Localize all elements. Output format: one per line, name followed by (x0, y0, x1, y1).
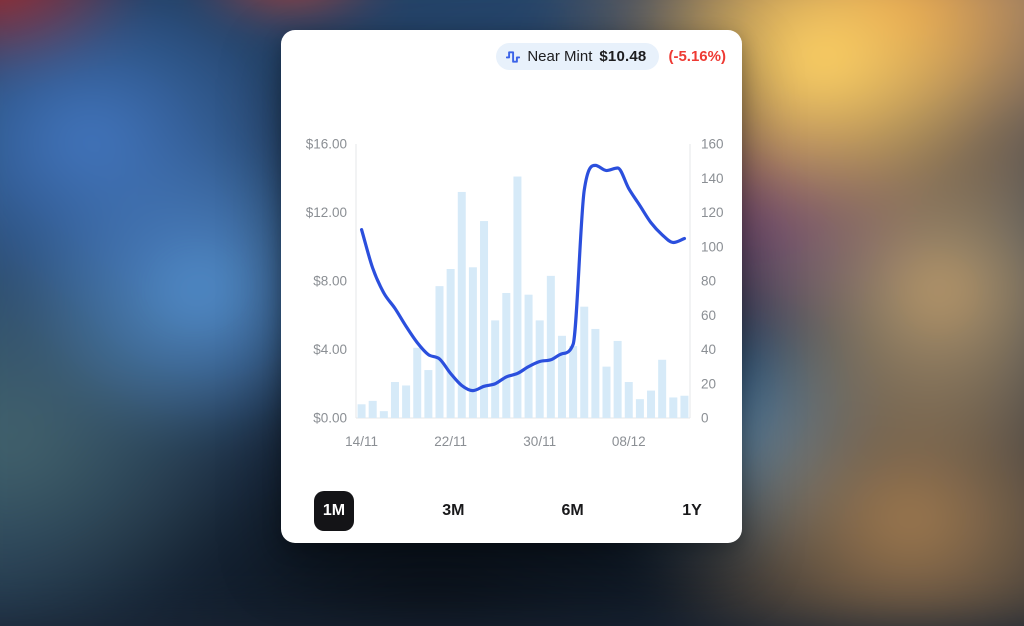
right-axis-tick: 80 (701, 274, 716, 289)
volume-bar (446, 269, 455, 418)
volume-bar (546, 275, 555, 418)
chart-legend: Near Mint $10.48 (-5.16%) (496, 43, 726, 70)
left-axis-tick: $16.00 (306, 138, 347, 152)
left-axis-labels: $16.00 $12.00 $8.00 $4.00 $0.00 (306, 138, 347, 426)
legend-change-percent: (-5.16%) (668, 48, 726, 65)
volume-bars (357, 176, 689, 418)
x-axis-tick: 22/11 (434, 434, 467, 449)
axis-lines (355, 144, 691, 419)
volume-bar (457, 191, 466, 418)
volume-bar (513, 176, 522, 418)
x-axis-labels: 14/11 22/11 30/11 08/12 (345, 434, 645, 449)
volume-bar (357, 404, 366, 418)
right-axis-tick: 0 (701, 411, 709, 426)
volume-bar (602, 366, 611, 418)
range-button-1y[interactable]: 1Y (672, 491, 712, 531)
left-axis-tick: $8.00 (313, 274, 347, 289)
volume-bar (524, 294, 533, 418)
volume-bar (569, 346, 578, 418)
price-volume-chart: $16.00 $12.00 $8.00 $4.00 $0.00 160 140 120 100 8… (306, 138, 724, 449)
volume-bar (390, 382, 399, 418)
legend-price-value: $10.48 (599, 48, 647, 65)
right-axis-tick: 100 (701, 239, 724, 254)
price-line (359, 163, 687, 393)
volume-bar (379, 411, 388, 418)
range-button-6m[interactable]: 6M (553, 491, 593, 531)
right-axis-tick: 60 (701, 308, 716, 323)
volume-bar (680, 395, 689, 418)
volume-bar (535, 320, 544, 418)
legend-near-mint-pill[interactable]: Near Mint $10.48 (496, 43, 660, 70)
volume-bar (480, 221, 489, 418)
left-axis-tick: $0.00 (313, 411, 347, 426)
right-axis-tick: 20 (701, 376, 716, 391)
right-axis-tick: 120 (701, 205, 724, 220)
volume-bar (591, 328, 600, 418)
volume-bar (624, 382, 633, 418)
volume-bar (435, 286, 444, 418)
legend-series-label: Near Mint (527, 48, 593, 65)
right-axis-tick: 40 (701, 342, 716, 357)
right-axis-tick: 140 (701, 171, 724, 186)
range-button-1m[interactable]: 1M (314, 491, 354, 531)
volume-bar (468, 267, 477, 418)
left-axis-tick: $12.00 (306, 205, 347, 220)
volume-bar (647, 390, 656, 418)
x-axis-tick: 30/11 (523, 434, 556, 449)
price-history-card: Near Mint $10.48 (-5.16%) $16.00 $12.00 $8… (281, 30, 742, 543)
time-range-selector: 1M 3M 6M 1Y (314, 491, 712, 531)
x-axis-tick: 14/11 (345, 434, 378, 449)
range-button-3m[interactable]: 3M (433, 491, 473, 531)
right-axis-tick: 160 (701, 138, 724, 152)
left-axis-tick: $4.00 (313, 342, 347, 357)
volume-bar (424, 370, 433, 418)
volume-bar (613, 340, 622, 418)
right-axis-labels: 160 140 120 100 80 60 40 20 0 (701, 138, 724, 426)
volume-bar (491, 320, 500, 418)
volume-bar (413, 347, 422, 418)
volume-bar (502, 292, 511, 418)
volume-bar (557, 335, 566, 418)
volume-bar (669, 397, 678, 418)
x-axis-tick: 08/12 (612, 434, 646, 449)
volume-bar (635, 399, 644, 418)
volume-bar (580, 306, 589, 418)
pulse-wave-icon (506, 50, 521, 63)
volume-bar (658, 359, 667, 418)
volume-bar (402, 385, 411, 418)
volume-bar (368, 400, 377, 418)
